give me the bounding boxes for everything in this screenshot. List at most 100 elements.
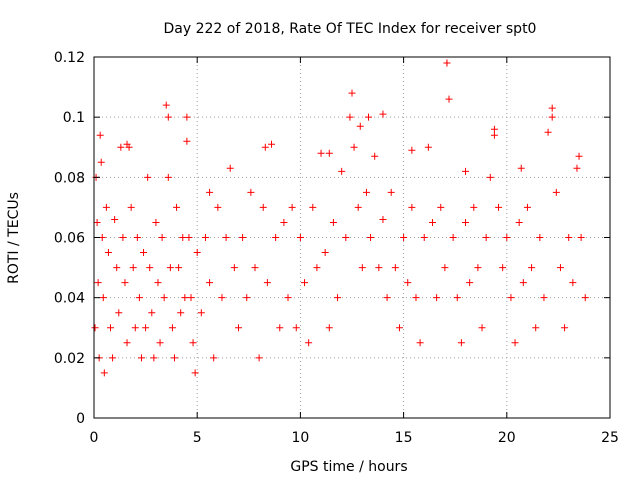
- data-point: [91, 324, 99, 332]
- data-point: [507, 294, 515, 302]
- data-point: [301, 279, 309, 287]
- data-point: [313, 264, 321, 272]
- data-point: [276, 324, 284, 332]
- chart-title: Day 222 of 2018, Rate Of TEC Index for r…: [164, 21, 537, 37]
- data-point: [437, 203, 445, 211]
- data-point: [305, 339, 313, 347]
- data-point: [391, 264, 399, 272]
- data-point: [379, 110, 387, 118]
- data-point: [261, 143, 269, 151]
- data-point: [556, 264, 564, 272]
- data-point: [179, 234, 187, 241]
- data-point: [234, 324, 242, 332]
- data-point: [164, 173, 172, 181]
- data-point: [131, 324, 139, 332]
- data-point: [129, 264, 137, 272]
- data-point: [517, 164, 525, 172]
- data-point: [424, 143, 432, 151]
- data-point: [387, 188, 395, 196]
- data-point: [189, 339, 197, 347]
- data-point: [552, 188, 560, 196]
- data-point: [342, 234, 350, 241]
- data-point: [177, 309, 185, 317]
- data-point: [187, 294, 195, 302]
- data-point: [107, 324, 115, 332]
- data-point: [519, 279, 527, 287]
- data-point: [561, 324, 569, 332]
- data-point: [280, 218, 288, 226]
- data-point: [466, 279, 474, 287]
- data-point: [503, 234, 511, 241]
- data-point: [111, 215, 119, 223]
- data-point: [408, 146, 416, 154]
- data-point: [490, 131, 498, 139]
- data-point: [272, 234, 280, 241]
- data-point: [96, 131, 104, 139]
- data-point: [214, 203, 222, 211]
- data-point: [569, 279, 577, 287]
- data-point: [416, 339, 424, 347]
- data-point: [445, 95, 453, 103]
- data-point: [170, 354, 178, 362]
- data-point: [565, 234, 573, 241]
- data-point: [499, 264, 507, 272]
- data-point: [495, 203, 503, 211]
- data-point: [206, 279, 214, 287]
- data-point: [133, 234, 141, 241]
- data-point: [365, 113, 373, 121]
- data-point: [523, 203, 531, 211]
- data-point: [433, 294, 441, 302]
- y-tick-label: 0.04: [54, 291, 85, 307]
- data-point: [115, 309, 123, 317]
- data-point: [443, 59, 451, 67]
- data-point: [121, 279, 129, 287]
- data-point: [135, 294, 143, 302]
- data-point: [338, 167, 346, 175]
- data-point: [142, 324, 150, 332]
- data-point: [575, 152, 583, 160]
- data-point: [183, 137, 191, 145]
- data-point: [268, 140, 276, 148]
- data-point: [255, 354, 263, 362]
- data-point: [325, 149, 333, 157]
- data-point: [457, 339, 465, 347]
- y-tick-label: 0.12: [54, 50, 85, 66]
- data-point: [548, 113, 556, 121]
- y-tick-label: 0: [76, 411, 85, 427]
- data-point: [259, 203, 267, 211]
- data-point: [462, 218, 470, 226]
- data-point: [193, 249, 201, 257]
- data-point: [449, 234, 457, 241]
- y-tick-label: 0.08: [54, 170, 85, 186]
- data-point: [154, 279, 162, 287]
- y-tick-label: 0.1: [63, 110, 85, 126]
- data-point: [358, 264, 366, 272]
- data-point: [144, 173, 152, 181]
- data-point: [164, 113, 172, 121]
- x-tick-label: 10: [291, 430, 309, 446]
- data-point: [573, 164, 581, 172]
- x-tick-label: 0: [90, 430, 99, 446]
- data-point: [183, 113, 191, 121]
- data-point: [348, 89, 356, 97]
- data-point: [577, 234, 585, 241]
- data-point: [462, 167, 470, 175]
- axes: 0 0.02 0.04 0.06 0.08 0.1 0.12 0 5 10 15 20 25: [54, 50, 619, 446]
- data-point: [284, 294, 292, 302]
- data-point: [375, 264, 383, 272]
- data-point: [123, 140, 131, 148]
- data-point: [218, 294, 226, 302]
- data-point: [515, 218, 523, 226]
- data-point: [371, 152, 379, 160]
- data-point: [109, 354, 117, 362]
- y-axis-label: ROTI / TECUs: [6, 192, 22, 284]
- data-point: [532, 324, 540, 332]
- data-point: [395, 324, 403, 332]
- data-point: [113, 264, 121, 272]
- data-point: [263, 279, 271, 287]
- data-point: [210, 354, 218, 362]
- data-point: [243, 294, 251, 302]
- data-point: [97, 158, 105, 166]
- data-point: [474, 264, 482, 272]
